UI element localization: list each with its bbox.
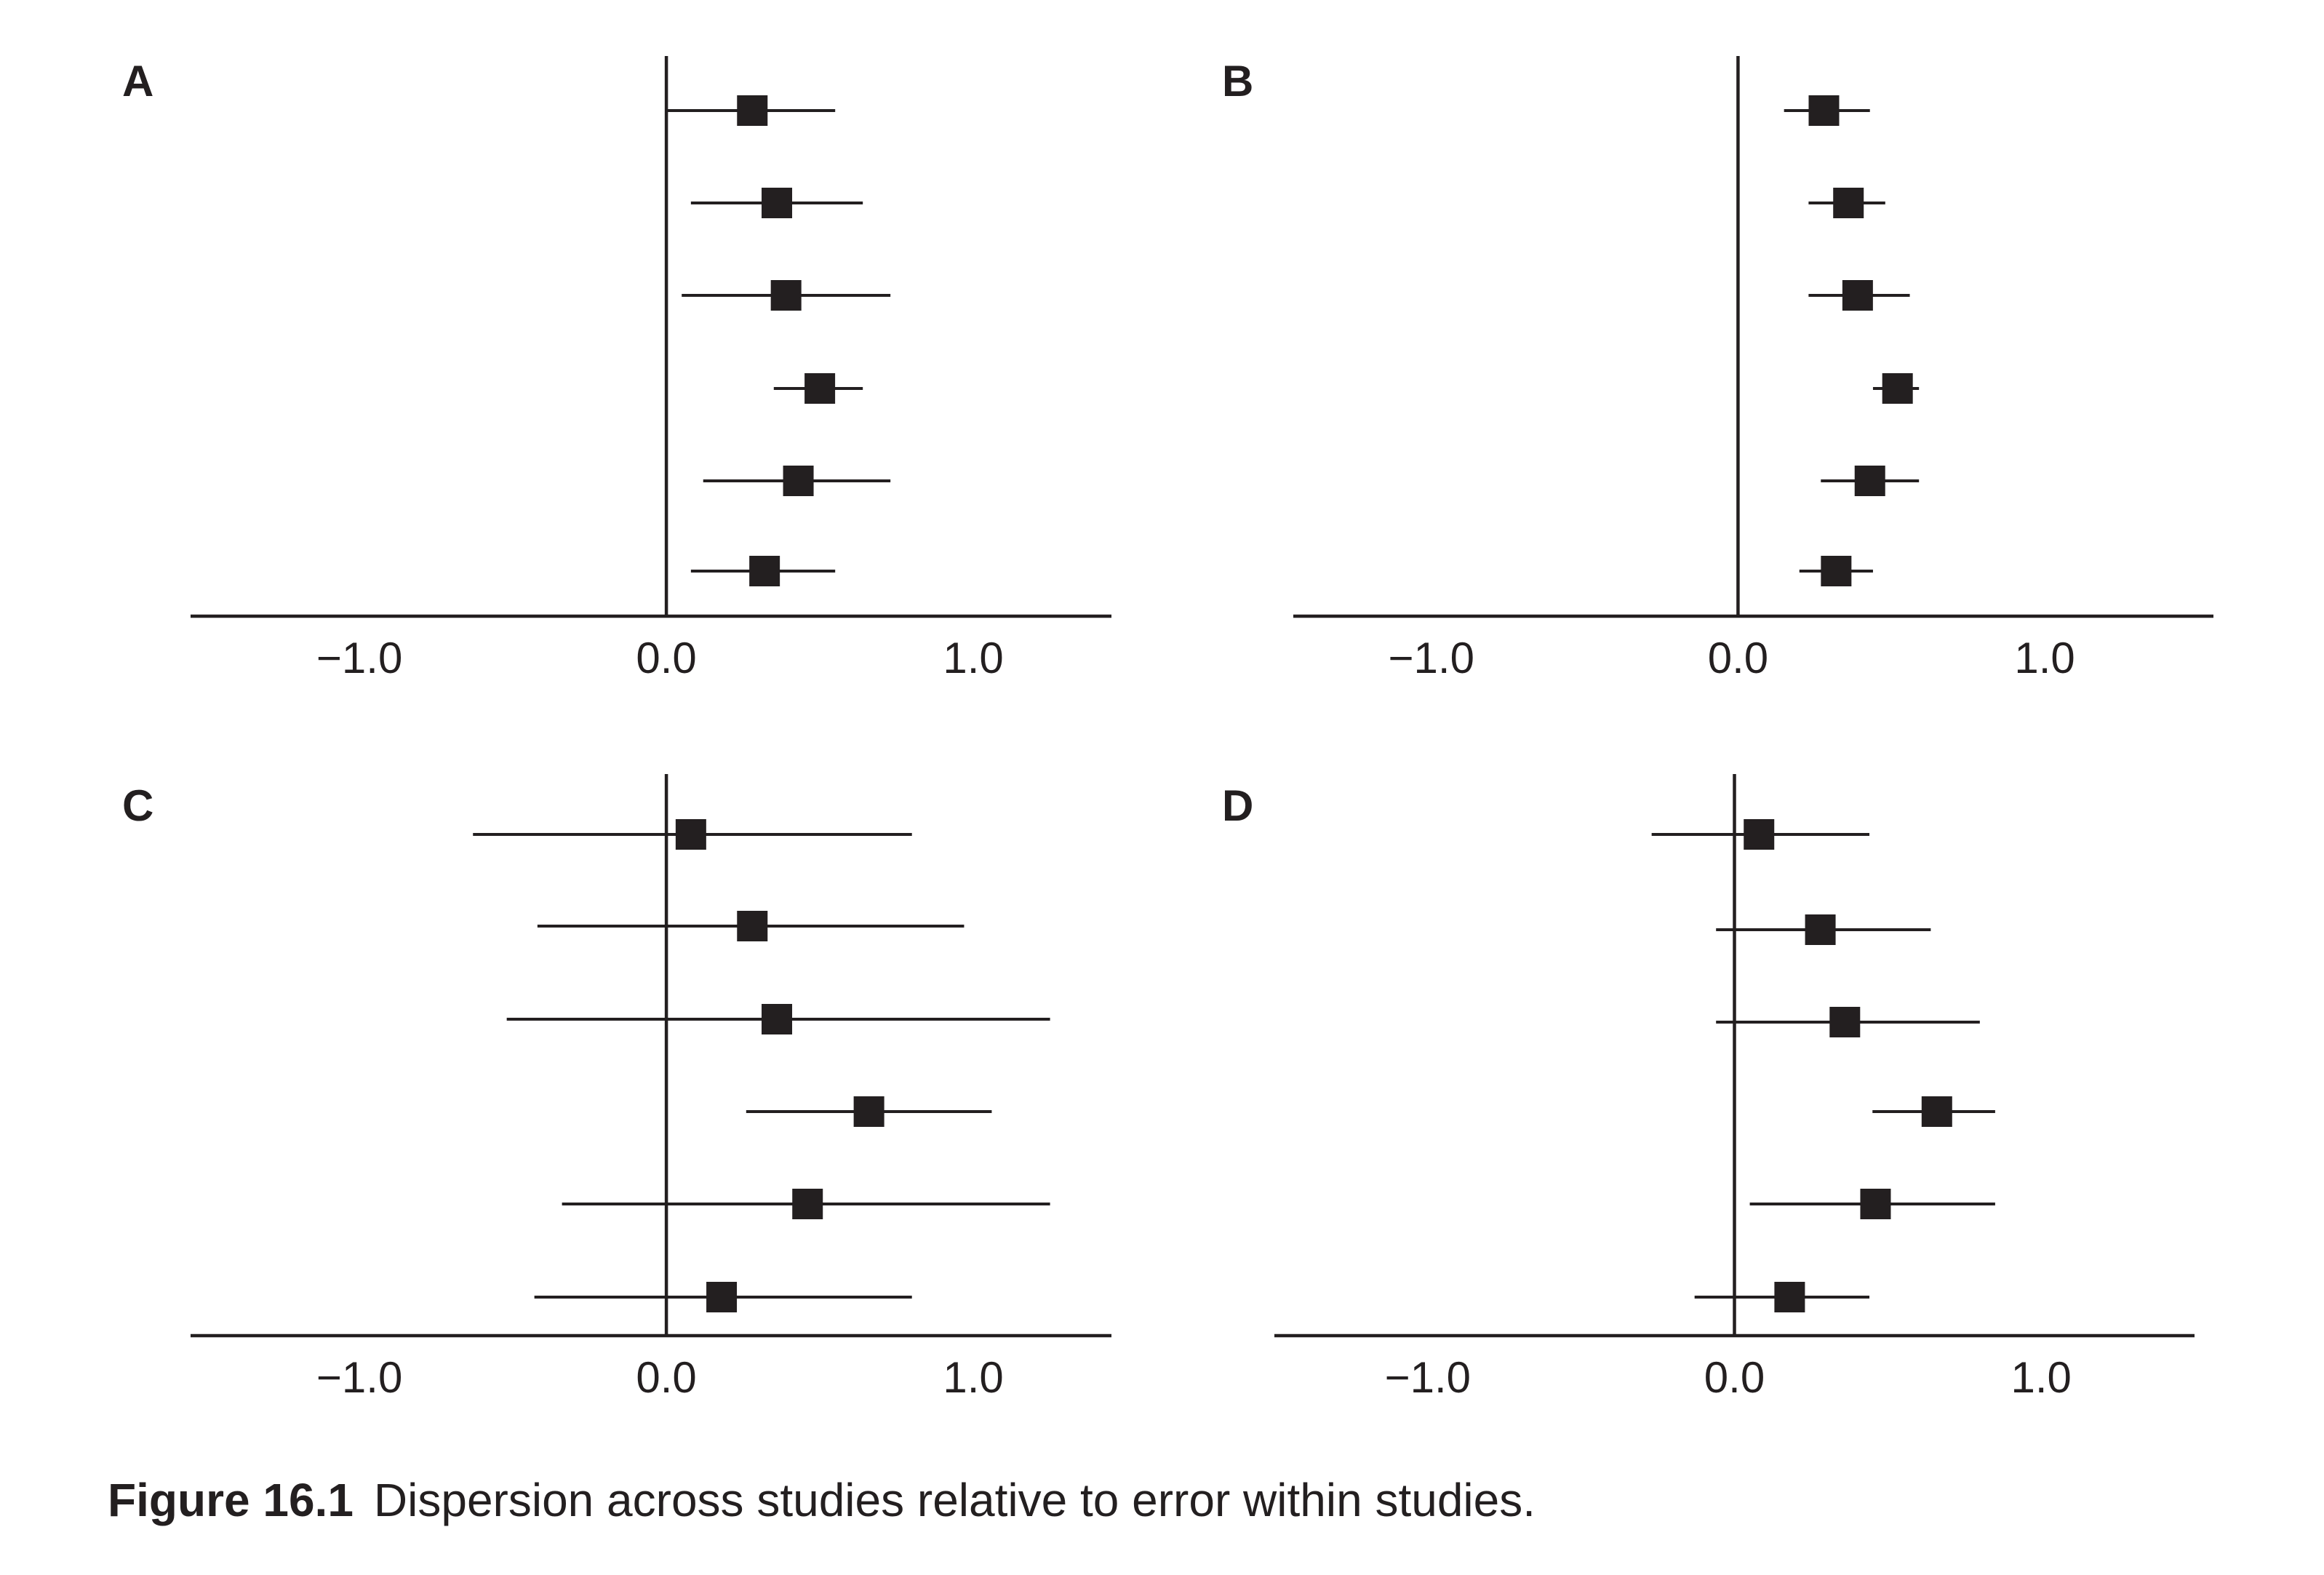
- panel-d-study-4-estimate: [1921, 1096, 1952, 1127]
- panel-d-tick-label: 1.0: [2010, 1353, 2071, 1402]
- panel-a-tick-label: −1.0: [316, 634, 402, 682]
- panel-d-study-1-estimate: [1744, 819, 1775, 850]
- panel-a-study-4-estimate: [804, 373, 836, 404]
- panel-c-study-6-estimate: [706, 1282, 738, 1312]
- panel-c-tick-label: 0.0: [636, 1353, 696, 1402]
- figure-number: Figure 16.1: [108, 1474, 354, 1526]
- caption-text: Dispersion across studies relative to er…: [373, 1474, 1536, 1526]
- panel-b-study-5-estimate: [1854, 466, 1885, 496]
- panel-c-tick-label: −1.0: [316, 1353, 402, 1402]
- panel-b-study-3-estimate: [1842, 280, 1873, 311]
- panel-c-label: C: [122, 781, 153, 830]
- panel-b-label: B: [1222, 57, 1253, 105]
- panel-b-tick-label: −1.0: [1389, 634, 1474, 682]
- panel-b-study-2-estimate: [1833, 188, 1864, 218]
- panel-b-tick-label: 0.0: [1708, 634, 1768, 682]
- panel-d-study-3-estimate: [1829, 1007, 1861, 1037]
- panel-b-study-4-estimate: [1882, 373, 1913, 404]
- figure-caption: Figure 16.1 Dispersion across studies rel…: [108, 1473, 1536, 1527]
- panel-c-study-2-estimate: [737, 911, 768, 941]
- panel-a-tick-label: 1.0: [943, 634, 1003, 682]
- panel-d-study-2-estimate: [1805, 914, 1836, 945]
- panel-d-tick-label: 0.0: [1704, 1353, 1765, 1402]
- panel-c-study-1-estimate: [675, 819, 706, 850]
- panel-a-study-2-estimate: [762, 188, 793, 218]
- panel-c-study-4-estimate: [853, 1096, 885, 1127]
- panel-a-study-1-estimate: [737, 95, 768, 126]
- panel-d-label: D: [1222, 781, 1253, 830]
- panel-a-label: A: [122, 57, 153, 105]
- panel-c-study-5-estimate: [792, 1189, 823, 1219]
- panel-d-tick-label: −1.0: [1385, 1353, 1471, 1402]
- panel-c-tick-label: 1.0: [943, 1353, 1003, 1402]
- panel-b-tick-label: 1.0: [2014, 634, 2075, 682]
- panel-d-study-6-estimate: [1774, 1282, 1805, 1312]
- panel-a-study-3-estimate: [770, 280, 802, 311]
- panel-b-study-1-estimate: [1808, 95, 1840, 126]
- panel-c-study-3-estimate: [762, 1004, 793, 1034]
- panel-d-study-5-estimate: [1860, 1189, 1891, 1219]
- panel-a-tick-label: 0.0: [636, 634, 696, 682]
- panel-a-study-6-estimate: [749, 556, 780, 586]
- panel-b-study-6-estimate: [1821, 556, 1852, 586]
- panel-a-study-5-estimate: [783, 466, 814, 496]
